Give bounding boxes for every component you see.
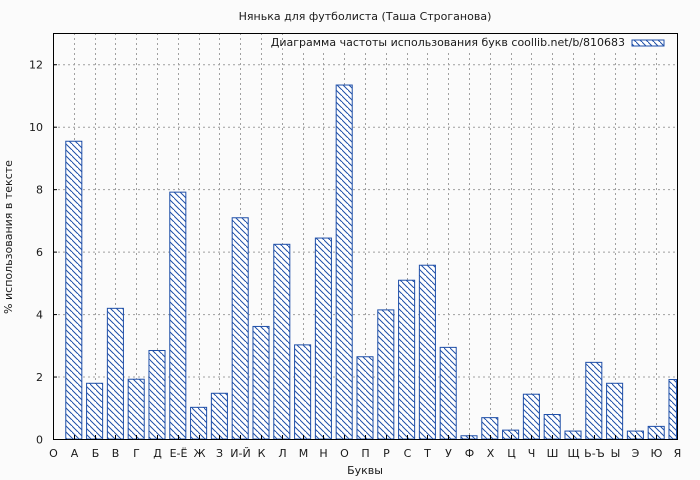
- x-tick-label: О: [49, 447, 58, 460]
- x-tick-label: Г: [133, 447, 140, 460]
- bar: [294, 344, 312, 440]
- bar: [127, 378, 145, 440]
- bar: [356, 356, 374, 440]
- bar: [169, 191, 187, 440]
- x-tick-label: У: [445, 447, 452, 460]
- x-tick-label: О: [340, 447, 349, 460]
- x-tick-label: Б: [92, 447, 100, 460]
- x-tick-label: Ш: [547, 447, 559, 460]
- x-tick-label: В: [112, 447, 120, 460]
- x-tick-label: М: [299, 447, 309, 460]
- bar: [314, 237, 332, 440]
- grid: [53, 33, 677, 439]
- y-tick-label: 4: [36, 309, 43, 322]
- x-tick-label: Д: [153, 447, 162, 460]
- bar: [148, 349, 166, 440]
- y-tick-label: 6: [36, 246, 43, 259]
- x-tick-label: Р: [383, 447, 390, 460]
- x-tick-label: Е-Ё: [170, 447, 188, 460]
- bar: [398, 279, 416, 440]
- bar: [106, 307, 124, 440]
- x-tick-label: Ч: [528, 447, 536, 460]
- x-tick-label: Ф: [465, 447, 474, 460]
- bar: [585, 361, 603, 440]
- x-tick-label: А: [71, 447, 79, 460]
- x-tick-label: Щ: [567, 447, 579, 460]
- x-tick-label: З: [216, 447, 223, 460]
- x-tick-label: Ж: [194, 447, 206, 460]
- x-tick-label: К: [258, 447, 266, 460]
- y-tick-label: 10: [29, 121, 43, 134]
- x-tick-label: Я: [674, 447, 682, 460]
- axes: [53, 33, 678, 440]
- bar: [231, 217, 249, 440]
- bar: [335, 84, 353, 440]
- x-tick-label: С: [404, 447, 412, 460]
- bar: [668, 379, 677, 440]
- legend: Диаграмма частоты использования букв coo…: [271, 34, 675, 51]
- bar: [418, 264, 436, 440]
- x-tick-label: Ы: [611, 447, 621, 460]
- y-tick-label: 2: [36, 371, 43, 384]
- legend-swatch: [631, 39, 665, 47]
- bar: [210, 392, 228, 440]
- bar: [190, 406, 208, 440]
- x-tick-label: Э: [632, 447, 640, 460]
- plot-frame: [53, 33, 678, 440]
- x-tick-label: Ю: [651, 447, 663, 460]
- bar: [502, 429, 520, 440]
- legend-label: Диаграмма частоты использования букв coo…: [271, 36, 625, 49]
- bar: [86, 382, 104, 440]
- bars: [65, 84, 677, 440]
- y-tick-label: 12: [29, 59, 43, 72]
- y-tick-label: 8: [36, 184, 43, 197]
- bar: [439, 346, 457, 440]
- x-tick-label: Х: [487, 447, 495, 460]
- x-tick-label: И-Й: [230, 447, 250, 460]
- y-tick-label: 0: [36, 434, 43, 447]
- x-tick-label: Л: [278, 447, 286, 460]
- bar: [481, 417, 499, 440]
- chart-title: Нянька для футболиста (Таша Строганова): [239, 10, 492, 23]
- x-tick-label: Ц: [507, 447, 516, 460]
- x-tick-label: Н: [319, 447, 327, 460]
- bar: [522, 393, 540, 440]
- bar: [377, 309, 395, 440]
- bar: [273, 243, 291, 440]
- bar: [65, 140, 83, 440]
- y-axis-label: % использования в тексте: [2, 160, 15, 314]
- x-tick-label: Ь-Ъ: [584, 447, 605, 460]
- x-axis-label: Буквы: [347, 464, 383, 477]
- x-tick-label: Т: [423, 447, 431, 460]
- x-tick-label: П: [361, 447, 369, 460]
- bar: [606, 382, 624, 440]
- bar: [252, 325, 270, 440]
